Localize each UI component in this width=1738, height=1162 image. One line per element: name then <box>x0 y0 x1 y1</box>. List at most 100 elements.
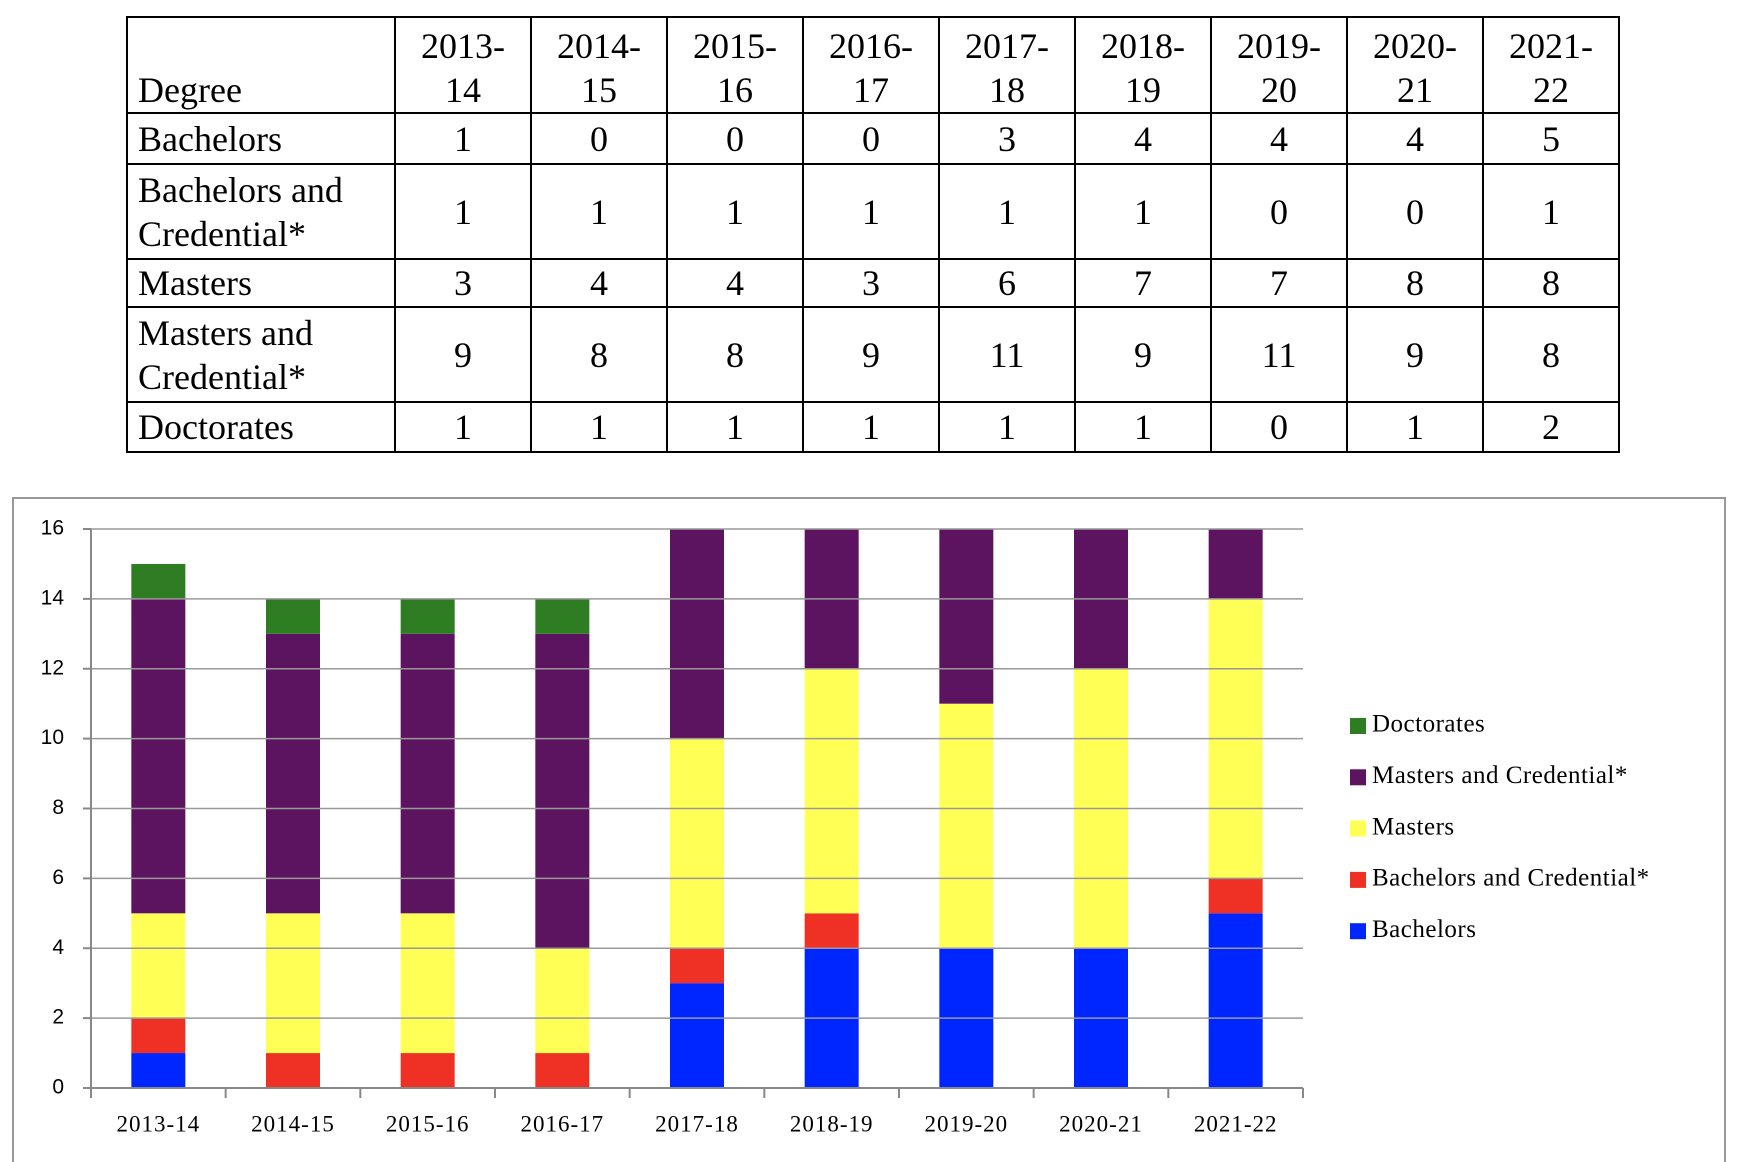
table-cell: 1 <box>1074 163 1212 260</box>
bar-segment <box>131 598 186 914</box>
data-table: Degree 2013-14 2014-15 2015-16 2016-17 2017-1… <box>126 16 1620 453</box>
y-tick-label: 0 <box>52 1076 64 1099</box>
legend-label: Masters <box>1372 813 1455 840</box>
bar-segment <box>400 913 455 1054</box>
table-cell: Masters <box>126 258 396 308</box>
legend-label: Bachelors <box>1372 916 1476 943</box>
table-cell: 0 <box>1210 401 1348 453</box>
legend-label: Doctorates <box>1372 711 1485 738</box>
bar-segment <box>400 598 455 634</box>
bar-segment <box>1209 250 1263 320</box>
header-cell: 2020-21 <box>1346 16 1484 114</box>
table-cell: 1 <box>394 112 532 165</box>
bar-segment <box>670 319 724 354</box>
bar-segment <box>131 913 186 1019</box>
table-cell: 1 <box>530 401 668 453</box>
table-cell: Bachelors and Credential* <box>126 163 396 260</box>
y-tick-label: 14 <box>41 586 65 609</box>
x-tick-label: 2017-18 <box>655 1111 739 1136</box>
table-row: Doctorates 1 1 1 1 1 1 0 1 2 <box>126 401 1620 453</box>
table-cell: 1 <box>1346 401 1484 453</box>
table-cell: 4 <box>666 258 804 308</box>
table-cell: 9 <box>394 306 532 403</box>
chart-frame <box>12 497 1726 1162</box>
y-tick-label: 2 <box>52 1006 64 1029</box>
legend-swatch <box>1350 718 1366 734</box>
table-cell: 11 <box>1210 306 1348 403</box>
x-tick-label: 2020-21 <box>1059 1111 1143 1136</box>
table-row: Masters 3 4 4 3 6 7 7 8 8 <box>126 258 1620 308</box>
table-cell: 8 <box>1482 306 1620 403</box>
table-cell: 0 <box>666 112 804 165</box>
table-cell: Bachelors <box>126 112 396 165</box>
table-cell: 4 <box>1074 112 1212 165</box>
bar-segment <box>1208 529 1263 599</box>
header-row: Degree 2013-14 2014-15 2015-16 2016-17 2017-1… <box>126 16 1620 114</box>
table-cell: 4 <box>1210 112 1348 165</box>
y-tick-label: 6 <box>52 866 64 889</box>
table-cell: 5 <box>1482 112 1620 165</box>
table-cell: 9 <box>802 306 940 403</box>
bar-segment <box>535 633 590 949</box>
table-cell: 11 <box>938 306 1076 403</box>
table-cell: 1 <box>530 163 668 260</box>
table-cell: 1 <box>1074 401 1212 453</box>
bar-segment <box>131 1053 186 1088</box>
legend-swatch <box>1350 871 1366 888</box>
bar-segment <box>1074 319 1128 354</box>
bar-segment <box>1208 913 1263 1088</box>
x-tick-label: 2018-19 <box>790 1111 874 1136</box>
table-cell: 3 <box>938 112 1076 165</box>
y-tick-label: 12 <box>41 656 64 679</box>
y-tick-label: 8 <box>52 796 64 819</box>
bar-segment <box>804 529 859 669</box>
table-cell: 1 <box>802 163 940 260</box>
table-cell: 7 <box>1210 258 1348 308</box>
table-row: Bachelors and Credential* 1 1 1 1 1 1 0 0 1 <box>126 163 1620 260</box>
legend-swatch <box>1350 923 1366 940</box>
header-cell: 2013-14 <box>394 16 532 114</box>
table-cell: 8 <box>1346 258 1484 308</box>
header-cell: 2019-20 <box>1210 16 1348 114</box>
table-cell: 1 <box>938 163 1076 260</box>
bars <box>131 250 1263 1088</box>
table-cell: 1 <box>938 401 1076 453</box>
table-cell: 1 <box>666 163 804 260</box>
bar-segment <box>805 319 859 354</box>
table-cell: 1 <box>394 401 532 453</box>
bar-segment <box>400 633 455 914</box>
table-cell: 8 <box>666 306 804 403</box>
bar-segment <box>131 1018 186 1054</box>
bar-segment <box>939 529 994 704</box>
table-cell: 7 <box>1074 258 1212 308</box>
x-tick-label: 2021-22 <box>1194 1111 1278 1136</box>
x-tick-label: 2016-17 <box>520 1111 604 1136</box>
header-cell: 2017-18 <box>938 16 1076 114</box>
x-tick-label: 2014-15 <box>251 1111 335 1136</box>
bar-segment <box>266 1053 320 1088</box>
table-cell: 0 <box>530 112 668 165</box>
table-cell: Masters and Credential* <box>126 306 396 403</box>
table-cell: 9 <box>1346 306 1484 403</box>
bar-segment <box>266 913 320 1054</box>
bar-segment <box>1074 529 1128 669</box>
y-tick-label: 10 <box>41 726 64 749</box>
table-cell: 1 <box>1482 163 1620 260</box>
table-cell: 8 <box>530 306 668 403</box>
legend-swatch <box>1350 820 1366 837</box>
x-tick-label: 2013-14 <box>116 1111 200 1136</box>
bar-segment <box>535 948 590 1054</box>
bar-segment <box>670 738 724 949</box>
table-cell: 4 <box>530 258 668 308</box>
legend-label: Masters and Credential* <box>1372 762 1628 789</box>
table-row: Bachelors 1 0 0 0 3 4 4 4 5 <box>126 112 1620 165</box>
bar-segment <box>804 913 859 949</box>
y-tick-label: 4 <box>52 936 64 959</box>
bar-segment <box>670 983 724 1088</box>
bar-segment <box>804 668 859 914</box>
bar-segment <box>939 703 994 949</box>
table-cell: 4 <box>1346 112 1484 165</box>
header-cell: 2015-16 <box>666 16 804 114</box>
